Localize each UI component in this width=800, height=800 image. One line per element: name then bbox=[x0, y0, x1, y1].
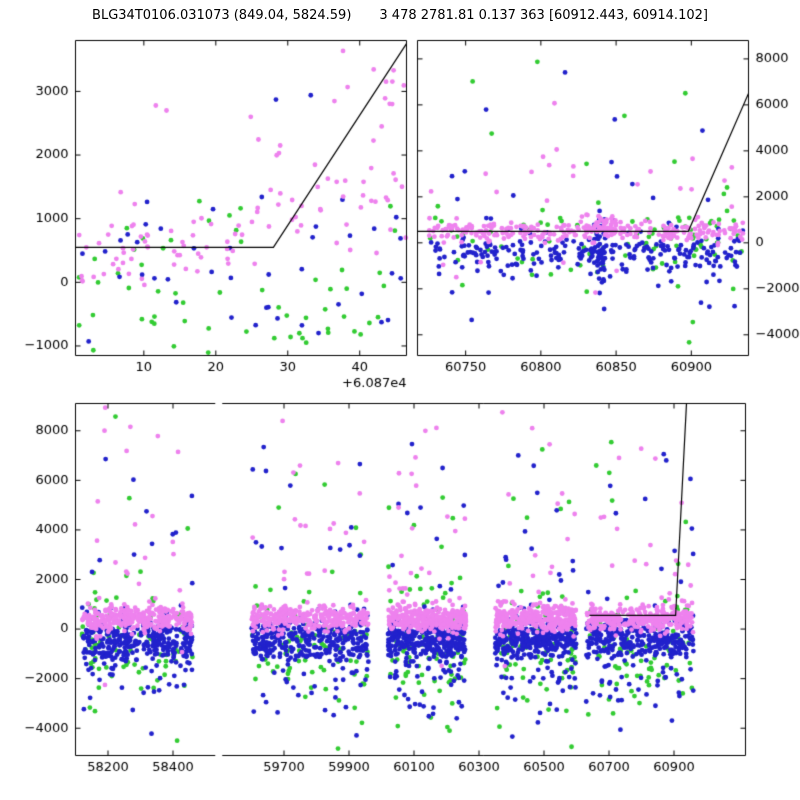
full-lightcurve-plot bbox=[0, 396, 800, 800]
top-left-zoom-plot bbox=[0, 28, 412, 396]
figure-title: BLG34T0106.031073 (849.04, 5824.59) 3 478… bbox=[0, 8, 800, 23]
title-fit-params: 3 478 2781.81 0.137 363 [60912.443, 6091… bbox=[379, 8, 708, 23]
top-right-zoom-plot bbox=[412, 28, 800, 396]
title-object-id: BLG34T0106.031073 (849.04, 5824.59) bbox=[92, 8, 352, 23]
